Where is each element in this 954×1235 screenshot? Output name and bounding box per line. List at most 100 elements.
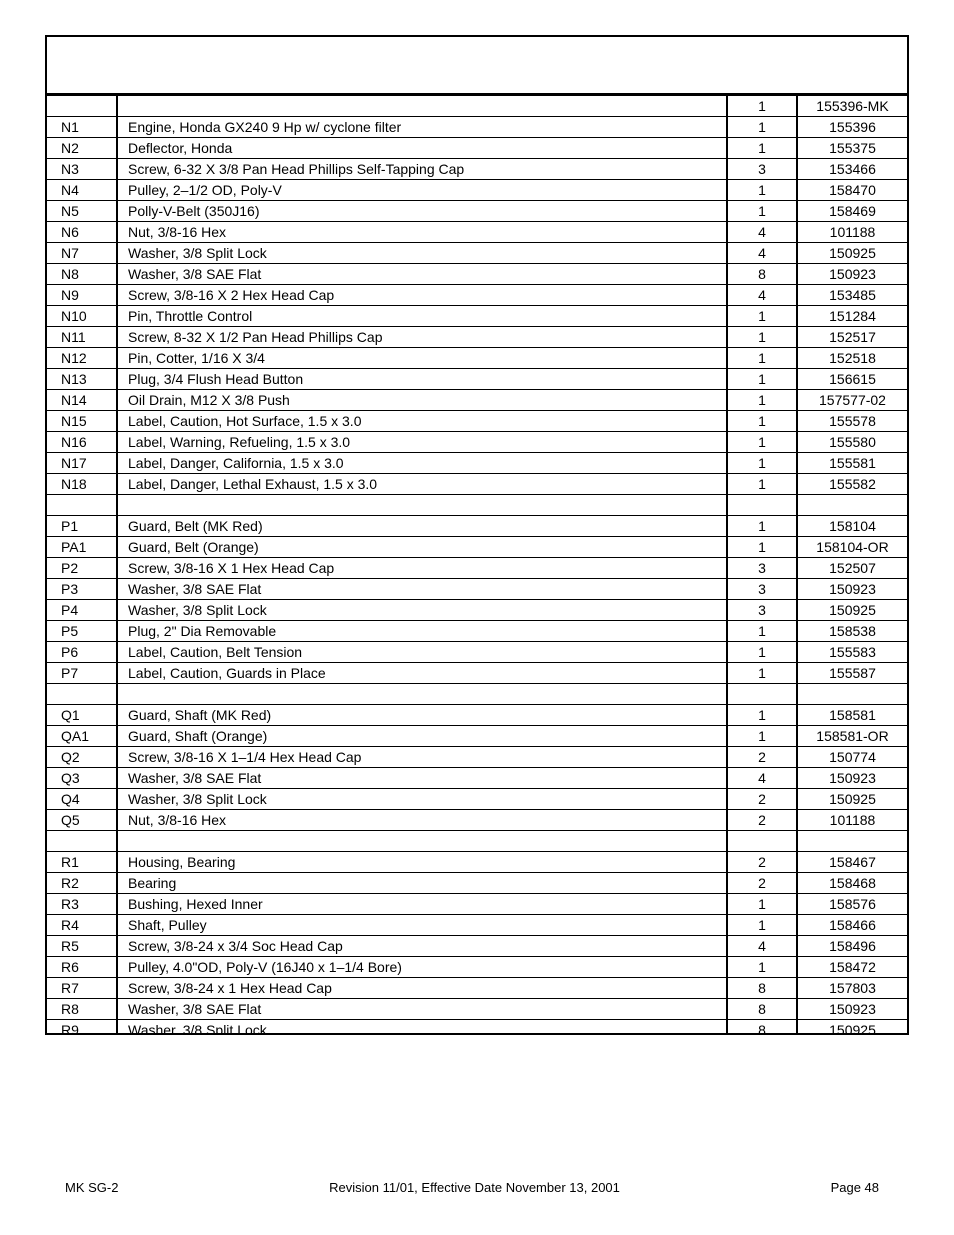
cell-part-number: 157803 [797,978,907,999]
cell-qty: 1 [727,957,797,978]
cell-part-number: 158466 [797,915,907,936]
table-row: N4Pulley, 2–1/2 OD, Poly-V1158470 [47,180,907,201]
cell-description: Pin, Throttle Control [117,306,727,327]
cell-description: Washer, 3/8 SAE Flat [117,264,727,285]
cell-ref: N17 [47,453,117,474]
cell-part-number: 155587 [797,663,907,684]
cell-ref: P3 [47,579,117,600]
cell-ref: R9 [47,1020,117,1034]
table-row: R4Shaft, Pulley1158466 [47,915,907,936]
cell-description: Washer, 3/8 Split Lock [117,1020,727,1034]
cell-description: Nut, 3/8-16 Hex [117,222,727,243]
cell-description: Washer, 3/8 Split Lock [117,243,727,264]
cell-description: Engine, Honda GX240 9 Hp w/ cyclone filt… [117,117,727,138]
cell-ref: N1 [47,117,117,138]
cell-qty: 8 [727,999,797,1020]
table-row: N5Polly-V-Belt (350J16)1158469 [47,201,907,222]
cell-description: Polly-V-Belt (350J16) [117,201,727,222]
cell-qty: 1 [727,411,797,432]
cell-ref: R3 [47,894,117,915]
cell-ref: R8 [47,999,117,1020]
cell-qty: 1 [727,642,797,663]
cell-part-number: 158581 [797,705,907,726]
cell-qty: 4 [727,222,797,243]
cell-part-number: 153466 [797,159,907,180]
table-row: QA1Guard, Shaft (Orange)1158581-OR [47,726,907,747]
page-footer: MK SG-2 Revision 11/01, Effective Date N… [45,1180,909,1195]
cell-qty: 8 [727,978,797,999]
cell-description: Pulley, 4.0"OD, Poly-V (16J40 x 1–1/4 Bo… [117,957,727,978]
cell-qty: 3 [727,579,797,600]
cell-qty: 3 [727,558,797,579]
cell-part-number: 155583 [797,642,907,663]
cell-qty: 8 [727,1020,797,1034]
cell-ref: Q2 [47,747,117,768]
cell-ref: N14 [47,390,117,411]
cell-description: Pulley, 2–1/2 OD, Poly-V [117,180,727,201]
cell-ref: N6 [47,222,117,243]
table-row: R2Bearing2158468 [47,873,907,894]
cell-ref: P7 [47,663,117,684]
header-bar [47,37,907,95]
cell-ref: P5 [47,621,117,642]
cell-part-number: 158467 [797,852,907,873]
page: 1155396-MKN1Engine, Honda GX240 9 Hp w/ … [0,0,954,1235]
cell-ref: N7 [47,243,117,264]
cell-ref: Q1 [47,705,117,726]
table-row: Q1Guard, Shaft (MK Red)1158581 [47,705,907,726]
table-row: N18Label, Danger, Lethal Exhaust, 1.5 x … [47,474,907,495]
cell-part-number: 150923 [797,264,907,285]
cell-description: Screw, 6-32 X 3/8 Pan Head Phillips Self… [117,159,727,180]
table-row: N3Screw, 6-32 X 3/8 Pan Head Phillips Se… [47,159,907,180]
cell-description: Screw, 8-32 X 1/2 Pan Head Phillips Cap [117,327,727,348]
cell-qty: 8 [727,264,797,285]
table-row: R9Washer, 3/8 Split Lock8150925 [47,1020,907,1034]
cell-qty: 1 [727,138,797,159]
spacer-cell [797,831,907,852]
table-row: Q2Screw, 3/8-16 X 1–1/4 Hex Head Cap2150… [47,747,907,768]
table-row: R6Pulley, 4.0"OD, Poly-V (16J40 x 1–1/4 … [47,957,907,978]
cell-description: Label, Warning, Refueling, 1.5 x 3.0 [117,432,727,453]
cell-description: Washer, 3/8 Split Lock [117,789,727,810]
cell-part-number: 155375 [797,138,907,159]
cell-part-number: 158104 [797,516,907,537]
cell-qty: 1 [727,537,797,558]
cell-qty: 2 [727,789,797,810]
cell-description: Washer, 3/8 SAE Flat [117,999,727,1020]
parts-table-wrap: 1155396-MKN1Engine, Honda GX240 9 Hp w/ … [47,95,907,1033]
table-row: P2Screw, 3/8-16 X 1 Hex Head Cap3152507 [47,558,907,579]
cell-description: Label, Danger, California, 1.5 x 3.0 [117,453,727,474]
spacer-cell [47,684,117,705]
cell-ref: P2 [47,558,117,579]
table-row: PA1Guard, Belt (Orange)1158104-OR [47,537,907,558]
spacer-cell [727,831,797,852]
cell-part-number: 152507 [797,558,907,579]
table-row: R7Screw, 3/8-24 x 1 Hex Head Cap8157803 [47,978,907,999]
cell-ref: N13 [47,369,117,390]
cell-qty: 1 [727,327,797,348]
cell-description: Bearing [117,873,727,894]
cell-part-number: 152517 [797,327,907,348]
cell-ref: Q4 [47,789,117,810]
cell-qty: 1 [727,516,797,537]
cell-part-number: 158472 [797,957,907,978]
cell-part-number: 156615 [797,369,907,390]
cell-qty: 1 [727,180,797,201]
cell-qty: 1 [727,453,797,474]
cell-part-number: 150925 [797,600,907,621]
table-row: P6Label, Caution, Belt Tension1155583 [47,642,907,663]
cell-qty: 1 [727,915,797,936]
cell-part-number: 150923 [797,999,907,1020]
table-row: P3Washer, 3/8 SAE Flat3150923 [47,579,907,600]
cell-description: Label, Caution, Belt Tension [117,642,727,663]
cell-part-number: 152518 [797,348,907,369]
cell-description: Label, Caution, Hot Surface, 1.5 x 3.0 [117,411,727,432]
table-row: N6Nut, 3/8-16 Hex4101188 [47,222,907,243]
cell-part-number: 101188 [797,222,907,243]
table-row: P5Plug, 2" Dia Removable1158538 [47,621,907,642]
cell-qty: 1 [727,117,797,138]
table-row: P1Guard, Belt (MK Red)1158104 [47,516,907,537]
cell-part-number: 150925 [797,1020,907,1034]
table-row: R8Washer, 3/8 SAE Flat8150923 [47,999,907,1020]
cell-qty: 1 [727,96,797,117]
